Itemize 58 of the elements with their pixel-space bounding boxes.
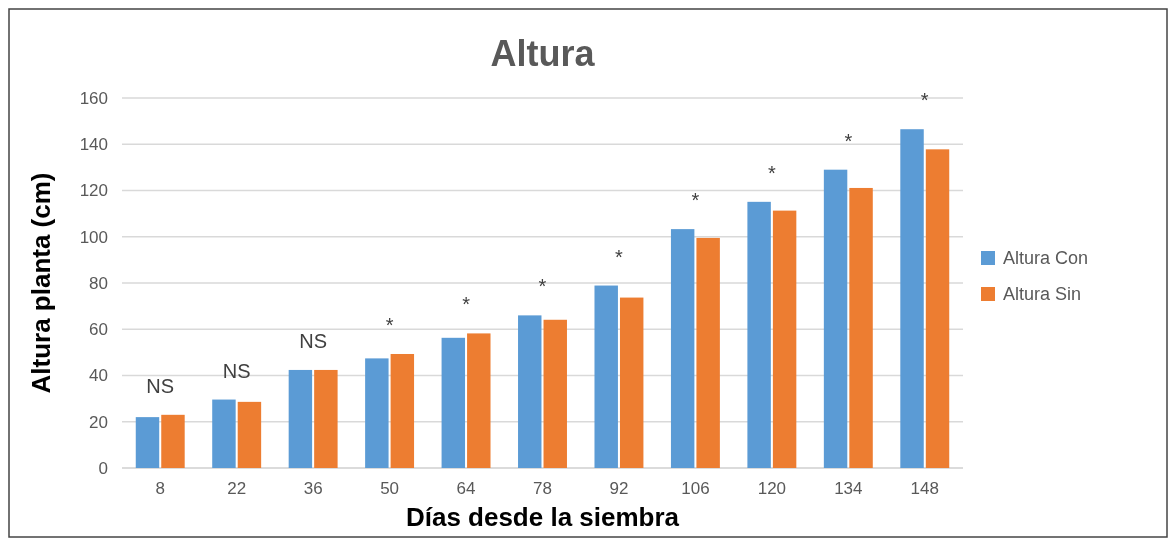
y-tick-label: 0 — [98, 458, 108, 478]
annotation: * — [538, 275, 547, 298]
x-tick-label: 148 — [910, 479, 939, 498]
y-tick-label: 40 — [89, 366, 108, 386]
bar — [696, 237, 720, 468]
annotation: NS — [222, 359, 251, 382]
bar — [772, 210, 797, 468]
bar — [543, 319, 567, 468]
x-tick-label: 22 — [227, 479, 247, 498]
bar — [747, 201, 771, 468]
annotation: * — [920, 89, 929, 112]
bar — [900, 129, 924, 468]
bar — [594, 285, 618, 468]
y-tick-label: 140 — [79, 135, 108, 155]
y-tick-label: 60 — [89, 320, 108, 340]
x-tick-label: 120 — [757, 479, 787, 498]
legend-label: Altura Con — [1003, 248, 1089, 269]
x-tick-label: 106 — [681, 479, 710, 498]
bar — [212, 399, 236, 468]
bar — [849, 187, 873, 468]
bar — [518, 315, 542, 468]
x-tick-label: 50 — [380, 479, 400, 498]
annotation: * — [462, 293, 471, 316]
bar — [823, 169, 848, 468]
bar — [314, 369, 338, 468]
annotation: NS — [146, 374, 175, 397]
annotation: * — [615, 245, 624, 268]
y-tick-label: 160 — [79, 88, 108, 108]
bar — [365, 358, 389, 468]
y-tick-label: 120 — [79, 181, 108, 201]
bar — [670, 229, 695, 468]
x-tick-label: 78 — [533, 479, 552, 498]
legend-label: Altura Sin — [1003, 284, 1082, 305]
y-axis-title: Altura planta (cm) — [26, 172, 56, 394]
x-tick-label: 8 — [155, 479, 165, 498]
chart-title: Altura — [490, 33, 596, 74]
x-tick-label: 64 — [456, 479, 476, 498]
bar — [390, 353, 415, 468]
bar — [288, 369, 313, 468]
x-axis-title: Días desde la siembra — [405, 502, 680, 532]
bar — [237, 401, 262, 468]
y-tick-label: 20 — [89, 412, 108, 432]
y-tick-label: 100 — [79, 227, 108, 247]
bar — [467, 333, 491, 468]
bar — [441, 337, 466, 468]
annotation: NS — [299, 329, 328, 352]
annotation: * — [767, 161, 776, 184]
bar — [161, 414, 185, 468]
y-tick-label: 80 — [89, 273, 108, 293]
bar — [619, 297, 644, 468]
x-tick-label: 134 — [834, 479, 863, 498]
x-tick-label: 92 — [609, 479, 629, 498]
annotation: * — [691, 189, 700, 212]
bar — [925, 149, 950, 468]
annotation: * — [385, 313, 394, 336]
annotation: * — [844, 129, 853, 152]
bar — [135, 417, 160, 468]
x-tick-label: 36 — [303, 479, 323, 498]
